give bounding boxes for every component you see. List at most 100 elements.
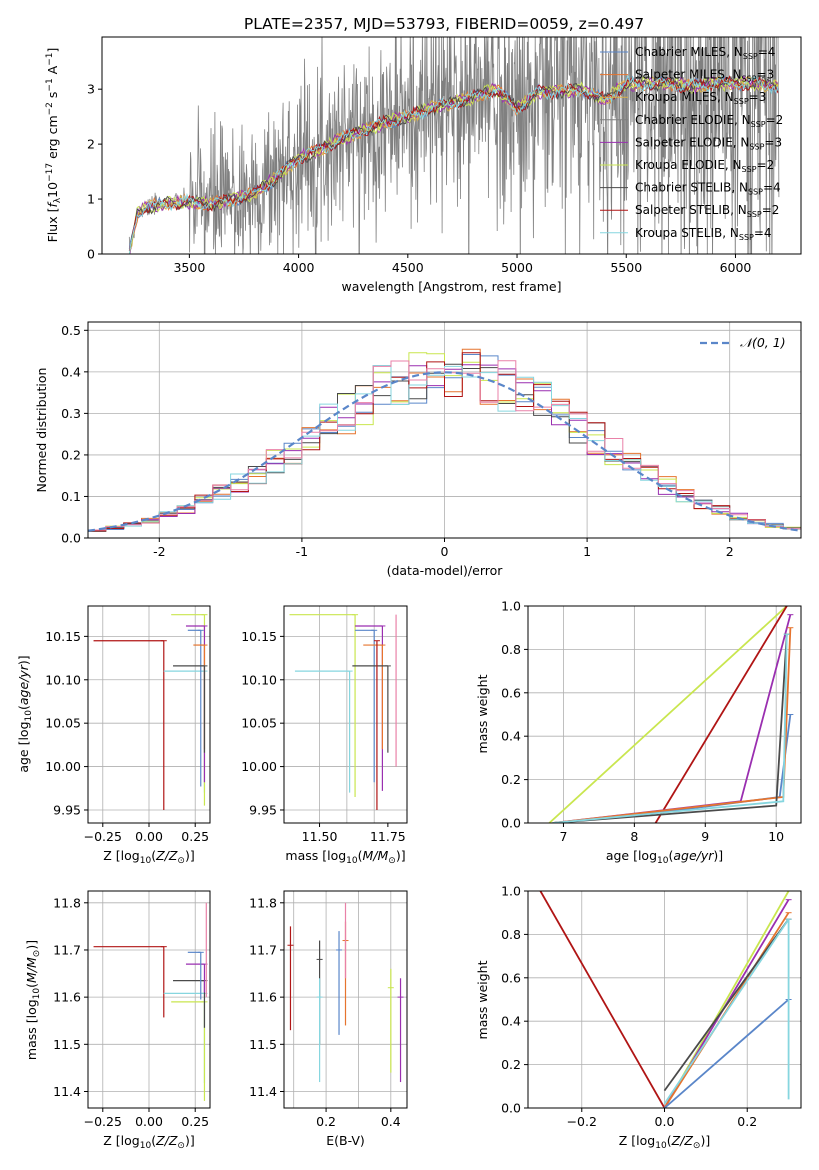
y-tick-label: 11.6	[249, 990, 277, 1005]
cumulative-line	[552, 634, 788, 823]
axes-frame	[283, 605, 408, 824]
cumulative-line	[663, 918, 790, 1092]
x-tick-label: 0	[441, 544, 449, 559]
y-axis-label: Flux [fλ10−17 erg cm−2 s−1 A−1]	[45, 48, 63, 243]
histogram-step	[88, 352, 801, 538]
y-axis-label: Normed distribution	[34, 368, 49, 493]
legend-entry: Salpeter ELODIE, NSSP=3	[635, 135, 782, 151]
x-axis-label: wavelength [Angstrom, rest frame]	[341, 279, 561, 294]
x-tick-label: -1	[296, 544, 308, 559]
legend-entry: Chabrier STELIB, NSSP=4	[635, 181, 781, 197]
massweight_vs_Z-plot-area	[539, 891, 792, 1108]
spectrum-axes: 3500 4000 4500 5000 5500 6000 0 1 2 3 wavelength […	[45, 36, 802, 294]
x-tick-label: 0.2	[316, 1114, 336, 1129]
x-tick-label: 5000	[501, 260, 533, 275]
y-axis-label: mass weight	[475, 674, 490, 753]
axes-frame	[283, 890, 408, 1109]
y-axis-label: mass weight	[475, 960, 490, 1039]
y-tick-label: 0.0	[61, 531, 81, 546]
cumulative-line	[552, 634, 788, 823]
y-tick-label: 10.05	[45, 716, 81, 731]
y-tick-label: 0.0	[501, 1101, 521, 1116]
x-tick-label: 3500	[173, 260, 205, 275]
massweight_vs_age-plot-area	[548, 606, 794, 823]
y-tick-label: 0.4	[501, 1014, 521, 1029]
x-tick-label: 9	[701, 829, 709, 844]
x-tick-label: −0.25	[84, 1114, 122, 1129]
histogram-step	[88, 365, 801, 538]
x-tick-label: 0.4	[381, 1114, 401, 1129]
x-tick-label: 11.50	[302, 829, 338, 844]
x-axis-label: Z [log10(Z/Z⊙)]	[103, 848, 194, 866]
model-spectrum-line	[128, 75, 779, 251]
x-tick-label: 0.00	[135, 1114, 163, 1129]
x-tick-label: 4500	[392, 260, 424, 275]
cumulative-line	[548, 606, 788, 823]
y-tick-label: 0.5	[61, 323, 81, 338]
x-tick-label: 0.00	[135, 829, 163, 844]
y-tick-label: 0.4	[501, 729, 521, 744]
mass_vs_EBV-plot-area	[287, 902, 404, 1083]
cumulative-line	[539, 891, 666, 1108]
x-tick-label: −0.2	[567, 1114, 597, 1129]
cumulative-line	[552, 627, 792, 823]
y-tick-label: 11.8	[53, 895, 81, 910]
y-tick-label: 10.15	[241, 629, 277, 644]
y-tick-label: 11.4	[53, 1084, 81, 1099]
y-tick-label: 11.8	[249, 895, 277, 910]
age_vs_Z-axes: −0.25 0.00 0.25 9.95 10.00 10.05 10.10 10.15 Z […	[16, 605, 211, 866]
x-tick-label: 4000	[283, 260, 315, 275]
x-tick-label: 2	[726, 544, 734, 559]
mass_vs_EBV-axes: 11.4 11.5 11.6 11.7 11.8 E(B-V) 0.2 0.4	[249, 890, 408, 1148]
y-tick-label: 0.4	[61, 364, 81, 379]
y-tick-label: 11.7	[249, 942, 277, 957]
y-tick-label: 0.6	[501, 970, 521, 985]
x-tick-label: 11.75	[370, 829, 406, 844]
x-tick-label: 7	[559, 829, 567, 844]
y-tick-label: 11.7	[53, 942, 81, 957]
figure-title: PLATE=2357, MJD=53793, FIBERID=0059, z=0…	[244, 15, 644, 33]
y-tick-label: 10.15	[45, 629, 81, 644]
y-tick-label: 0.2	[501, 1057, 521, 1072]
y-tick-label: 11.4	[249, 1084, 277, 1099]
massweight_vs_Z-axes: −0.2 0.0 0.2 0.0 0.2 0.4 0.6 0.8 1.0 Z [log10(Z/Z…	[475, 884, 802, 1151]
spectrum-plot-area	[128, 37, 780, 254]
y-tick-label: 0.2	[61, 447, 81, 462]
y-tick-label: 2	[87, 137, 95, 152]
x-tick-label: 0.25	[181, 1114, 209, 1129]
x-tick-label: 5500	[610, 260, 642, 275]
cumulative-line	[663, 918, 790, 1105]
y-tick-label: 0.1	[61, 489, 81, 504]
legend-entry: 𝒩(0, 1)	[740, 335, 786, 350]
x-tick-label: -2	[153, 544, 165, 559]
y-tick-label: 0.8	[501, 927, 521, 942]
legend-entry: Kroupa MILES, NSSP=3	[635, 90, 766, 106]
y-tick-label: 0.0	[501, 816, 521, 831]
x-axis-label: Z [log10(Z/Z⊙)]	[619, 1133, 710, 1151]
x-axis-label: age [log10(age/yr)]	[606, 848, 723, 866]
y-tick-label: 0.3	[61, 406, 81, 421]
y-tick-label: 11.6	[53, 990, 81, 1005]
y-tick-label: 10.10	[45, 672, 81, 687]
y-tick-label: 10.00	[241, 759, 277, 774]
y-tick-label: 3	[87, 82, 95, 97]
y-tick-label: 1	[87, 192, 95, 207]
normal-curve	[88, 371, 801, 532]
y-tick-label: 0	[87, 247, 95, 262]
legend-entry: Salpeter STELIB, NSSP=2	[635, 203, 779, 219]
x-tick-label: 0.2	[737, 1114, 757, 1129]
cumulative-line	[552, 614, 792, 823]
x-tick-label: −0.25	[84, 829, 122, 844]
x-tick-label: 8	[630, 829, 638, 844]
y-tick-label: 11.5	[249, 1037, 277, 1052]
y-axis-label: mass [log10(M/M⊙)]	[24, 940, 42, 1060]
residuals-plot-area	[88, 348, 801, 538]
axes-frame	[527, 605, 802, 824]
x-tick-label: 0.25	[181, 829, 209, 844]
legend-entry: Salpeter MILES, NSSP=3	[635, 68, 774, 84]
x-tick-label: 6000	[720, 260, 752, 275]
legend-entry: Chabrier ELODIE, NSSP=2	[635, 113, 783, 129]
y-tick-label: 1.0	[501, 599, 521, 614]
y-tick-label: 10.05	[241, 716, 277, 731]
residuals-axes: -2 -1 0 1 2 0.0 0.1 0.2 0.3 0.4 0.5 (data-model)/er…	[34, 321, 802, 578]
